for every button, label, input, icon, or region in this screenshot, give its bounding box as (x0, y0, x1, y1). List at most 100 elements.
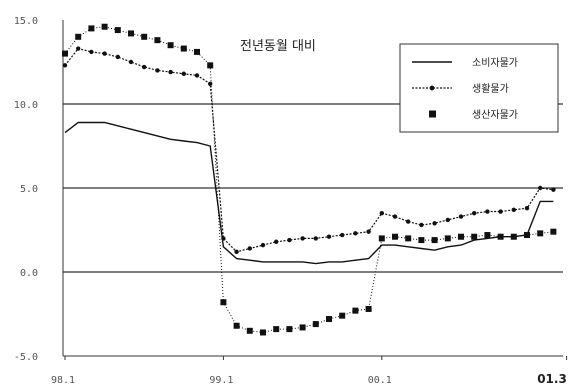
data-point (234, 249, 239, 255)
data-point (62, 63, 68, 68)
chart-title: 전년동월 대비 (240, 39, 316, 54)
data-point (365, 305, 372, 312)
data-point (537, 230, 544, 237)
data-point (431, 237, 438, 244)
series-line (64, 47, 554, 253)
data-point (207, 62, 214, 69)
data-point (221, 236, 226, 241)
data-point (194, 48, 200, 55)
data-point (497, 233, 504, 240)
legend-item: 생활물가 (412, 82, 509, 95)
x-tick-label: 01.3 (537, 372, 567, 386)
data-point (154, 37, 161, 44)
data-point (194, 73, 200, 78)
data-point (538, 185, 543, 191)
data-point (405, 235, 412, 242)
data-point (220, 299, 227, 306)
data-point (510, 233, 517, 240)
data-point (247, 246, 252, 251)
data-point (379, 211, 384, 216)
data-point (498, 209, 503, 214)
data-point (76, 46, 81, 51)
legend-label: 생활물가 (472, 82, 509, 95)
data-point (312, 321, 319, 328)
data-point (511, 207, 516, 213)
data-point (484, 232, 491, 239)
data-point (485, 209, 490, 214)
data-point (551, 187, 556, 192)
data-point (418, 237, 425, 244)
data-point (115, 54, 121, 60)
data-point (167, 42, 174, 49)
data-point (88, 25, 95, 32)
x-tick-label: 00.1 (368, 375, 392, 386)
data-point (141, 33, 148, 40)
series-line (64, 121, 554, 265)
series-2 (62, 46, 556, 255)
data-point (286, 326, 293, 333)
legend-label: 생산자물가 (472, 109, 518, 121)
series-1 (64, 121, 554, 265)
data-point (114, 27, 121, 34)
data-point (155, 68, 160, 73)
data-point (128, 30, 134, 37)
data-point (62, 50, 68, 57)
data-point (208, 81, 213, 87)
data-point (326, 316, 332, 323)
legend-marker (429, 85, 435, 91)
data-point (392, 233, 398, 240)
data-point (445, 217, 450, 223)
y-tick-label: 5.0 (20, 184, 38, 195)
data-point (378, 235, 385, 242)
data-point (458, 214, 464, 219)
data-point (419, 222, 424, 228)
y-tick-label: 15.0 (14, 16, 38, 27)
y-tick-label: -5.0 (14, 352, 38, 363)
data-point (472, 211, 477, 216)
y-tick-label: 0.0 (20, 268, 38, 279)
data-point (340, 232, 345, 238)
series-3 (62, 23, 557, 336)
data-point (260, 242, 266, 248)
data-point (142, 64, 147, 70)
y-axis: -5.0 0.0 5.0 10.0 15.0 (14, 16, 38, 363)
data-point (287, 237, 292, 243)
data-point (246, 327, 253, 334)
y-tick-label: 10.0 (14, 100, 38, 111)
data-point (260, 329, 266, 336)
legend-item: 생산자물가 (429, 109, 518, 121)
x-axis: 98.1 99.1 00.1 01.3 (51, 356, 568, 386)
data-point (128, 59, 134, 65)
legend-item: 소비자물가 (412, 57, 518, 69)
data-point (274, 239, 279, 244)
data-point (353, 231, 358, 236)
data-point (444, 235, 451, 242)
data-point (366, 229, 371, 234)
data-point (392, 214, 398, 219)
data-point (524, 232, 530, 239)
data-point (75, 33, 82, 40)
data-point (471, 233, 478, 240)
data-point (300, 236, 305, 241)
data-point (406, 219, 411, 224)
data-point (273, 326, 280, 333)
data-point (233, 322, 240, 329)
data-point (181, 71, 186, 76)
data-point (89, 49, 94, 55)
legend-marker (429, 110, 436, 118)
data-point (326, 234, 332, 239)
data-point (550, 228, 557, 235)
data-point (352, 307, 359, 314)
data-point (299, 324, 306, 331)
legend-label: 소비자물가 (472, 57, 518, 69)
data-point (432, 221, 437, 226)
data-point (102, 51, 107, 56)
series-layer (62, 23, 557, 336)
x-tick-label: 98.1 (51, 375, 75, 386)
grid (62, 20, 563, 357)
x-tick-label: 99.1 (209, 375, 233, 386)
data-point (101, 23, 108, 30)
data-point (168, 69, 173, 75)
data-point (458, 233, 464, 240)
